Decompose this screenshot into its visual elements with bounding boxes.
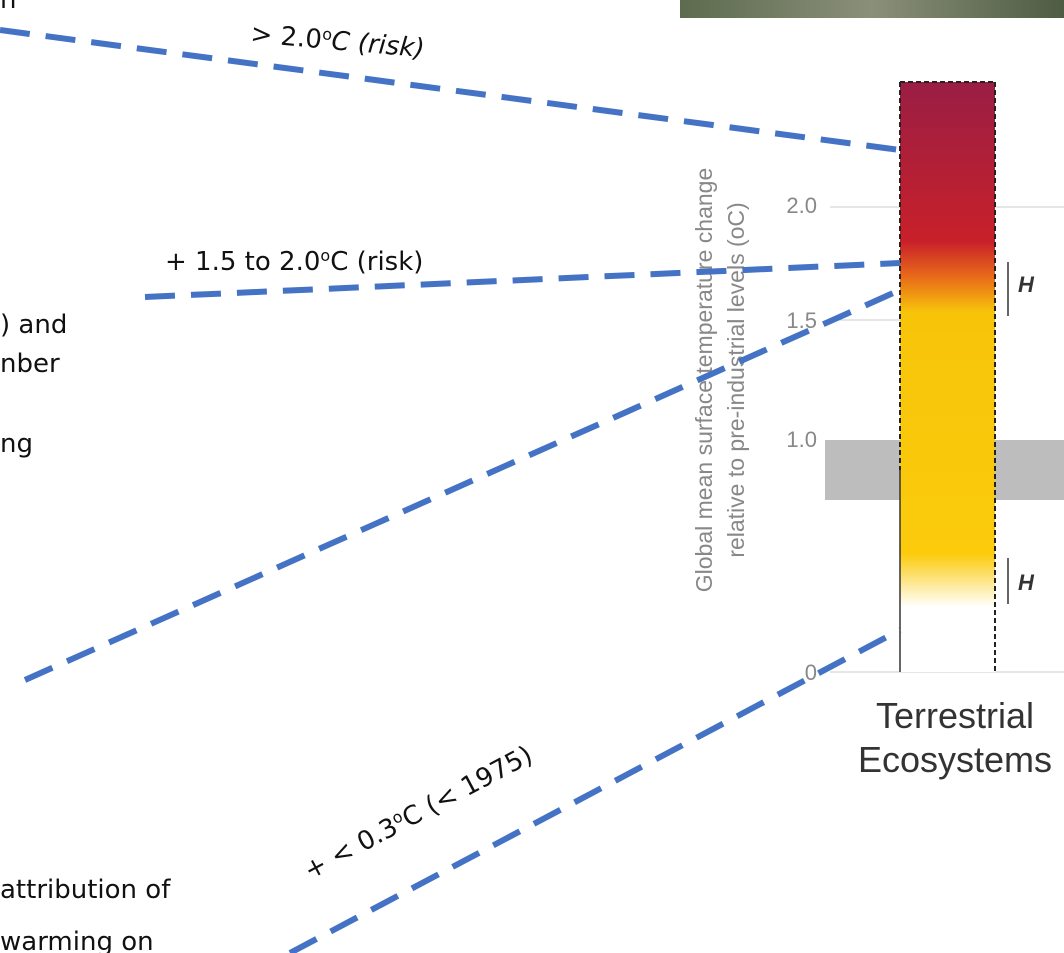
category: Terrestrial: [876, 695, 1034, 736]
callout-before: + < 0.3: [299, 812, 403, 886]
slide: n ) and nber ng attribution of warming o…: [0, 0, 1064, 953]
confidence: H: [1018, 570, 1035, 595]
confidence: H: [1018, 272, 1035, 297]
y-label: relative to pre-industrial levels (oC): [723, 202, 749, 557]
callout-after: C (< 1975): [397, 740, 537, 834]
tick-label: 1.5: [786, 308, 817, 333]
tick-label: 2.0: [786, 193, 817, 218]
callout-after: C (risk): [330, 247, 423, 277]
callout-before: > 2.0: [249, 19, 323, 55]
callout-before: + 1.5 to 2.0: [165, 247, 320, 277]
callout: + < 0.3oC (< 1975): [298, 739, 537, 886]
callout-sup: o: [320, 246, 330, 265]
callout: + 1.5 to 2.0oC (risk): [165, 246, 423, 278]
category: Ecosystems: [858, 739, 1052, 780]
callout-line: [0, 30, 900, 150]
left-text: ng: [0, 429, 33, 459]
tick-label: 1.0: [786, 427, 817, 452]
left-text: attribution of: [0, 875, 171, 905]
left-text: ) and: [0, 310, 67, 340]
callout-after: C (risk): [330, 26, 425, 64]
callout-line: [25, 290, 900, 680]
left-text: warming on: [0, 927, 154, 953]
callout: > 2.0oC (risk): [249, 18, 426, 65]
risk-bar: [900, 82, 995, 672]
left-text: nber: [0, 349, 60, 379]
left-text: n: [0, 0, 16, 15]
photo: [680, 0, 1064, 18]
tick-label: 0: [805, 660, 817, 685]
page: n ) and nber ng attribution of warming o…: [0, 0, 1064, 953]
